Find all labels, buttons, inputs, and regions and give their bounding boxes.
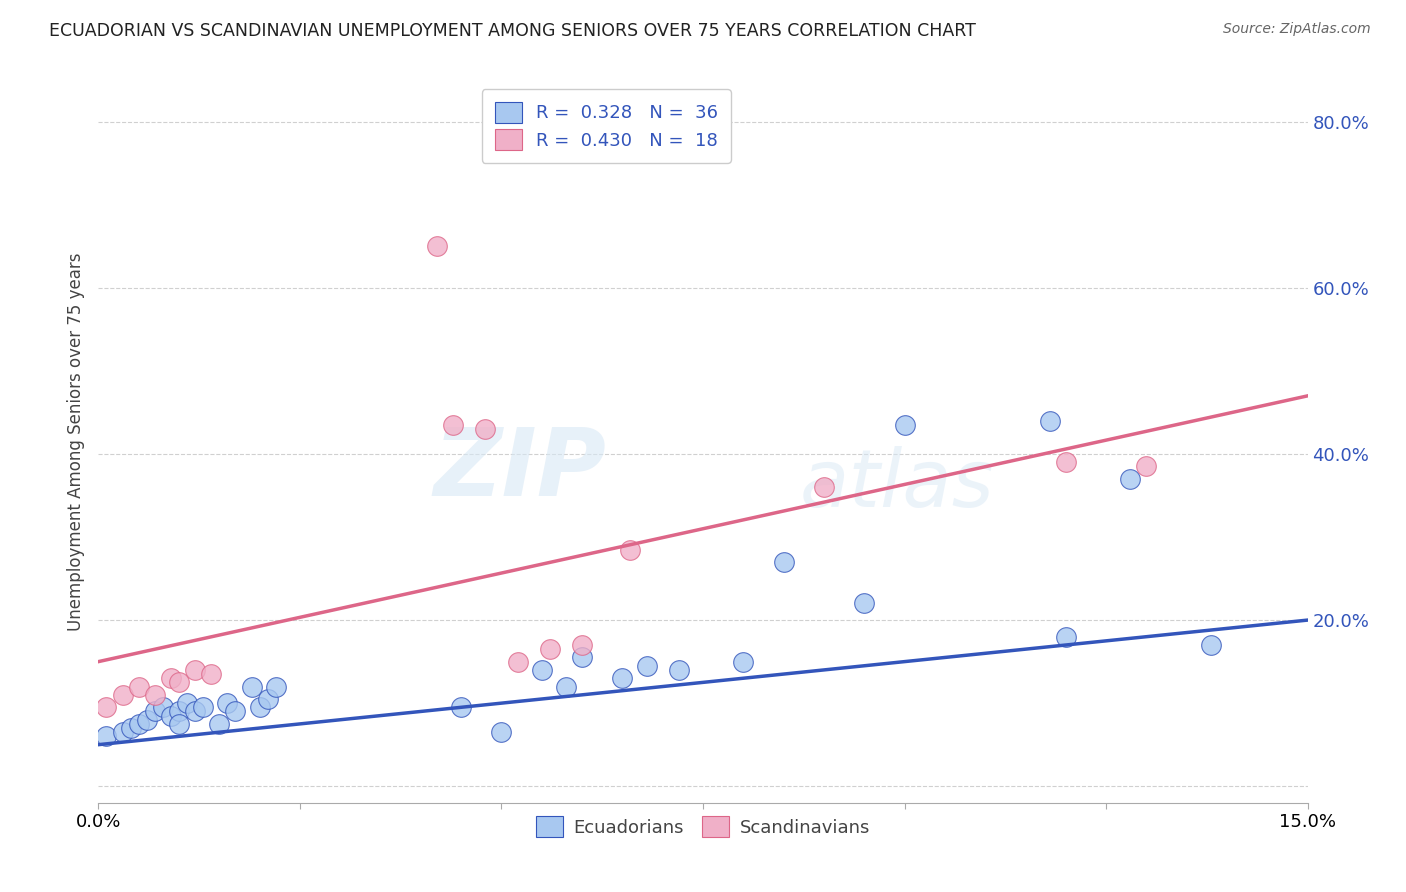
Point	[491, 725, 513, 739]
Point	[240, 680, 263, 694]
Point	[184, 705, 207, 719]
Point	[636, 658, 658, 673]
Point	[668, 663, 690, 677]
Point	[506, 655, 529, 669]
Point	[167, 717, 190, 731]
Point	[143, 705, 166, 719]
Point	[96, 700, 118, 714]
Point	[111, 725, 134, 739]
Text: Source: ZipAtlas.com: Source: ZipAtlas.com	[1223, 22, 1371, 37]
Point	[152, 700, 174, 714]
Point	[160, 671, 183, 685]
Point	[619, 542, 641, 557]
Point	[96, 730, 118, 744]
Point	[813, 480, 835, 494]
Point	[571, 638, 593, 652]
Point	[256, 692, 278, 706]
Point	[530, 663, 553, 677]
Point	[193, 700, 215, 714]
Point	[167, 705, 190, 719]
Point	[538, 642, 561, 657]
Point	[474, 422, 496, 436]
Point	[184, 663, 207, 677]
Point	[1199, 638, 1222, 652]
Point	[224, 705, 246, 719]
Point	[450, 700, 472, 714]
Point	[128, 680, 150, 694]
Point	[612, 671, 634, 685]
Point	[1054, 455, 1077, 469]
Point	[160, 708, 183, 723]
Y-axis label: Unemployment Among Seniors over 75 years: Unemployment Among Seniors over 75 years	[66, 252, 84, 631]
Point	[1119, 472, 1142, 486]
Point	[1054, 630, 1077, 644]
Point	[264, 680, 287, 694]
Point	[167, 675, 190, 690]
Point	[853, 597, 876, 611]
Point	[200, 667, 222, 681]
Text: ECUADORIAN VS SCANDINAVIAN UNEMPLOYMENT AMONG SENIORS OVER 75 YEARS CORRELATION : ECUADORIAN VS SCANDINAVIAN UNEMPLOYMENT …	[49, 22, 976, 40]
Point	[217, 696, 239, 710]
Point	[733, 655, 755, 669]
Point	[1039, 414, 1062, 428]
Point	[555, 680, 578, 694]
Point	[249, 700, 271, 714]
Point	[128, 717, 150, 731]
Legend: Ecuadorians, Scandinavians: Ecuadorians, Scandinavians	[524, 805, 882, 848]
Point	[111, 688, 134, 702]
Point	[143, 688, 166, 702]
Point	[120, 721, 142, 735]
Point	[208, 717, 231, 731]
Point	[135, 713, 157, 727]
Point	[441, 417, 464, 432]
Text: ZIP: ZIP	[433, 425, 606, 516]
Point	[1135, 459, 1157, 474]
Point	[571, 650, 593, 665]
Point	[893, 417, 915, 432]
Point	[176, 696, 198, 710]
Point	[772, 555, 794, 569]
Text: atlas: atlas	[800, 446, 994, 524]
Point	[426, 239, 449, 253]
